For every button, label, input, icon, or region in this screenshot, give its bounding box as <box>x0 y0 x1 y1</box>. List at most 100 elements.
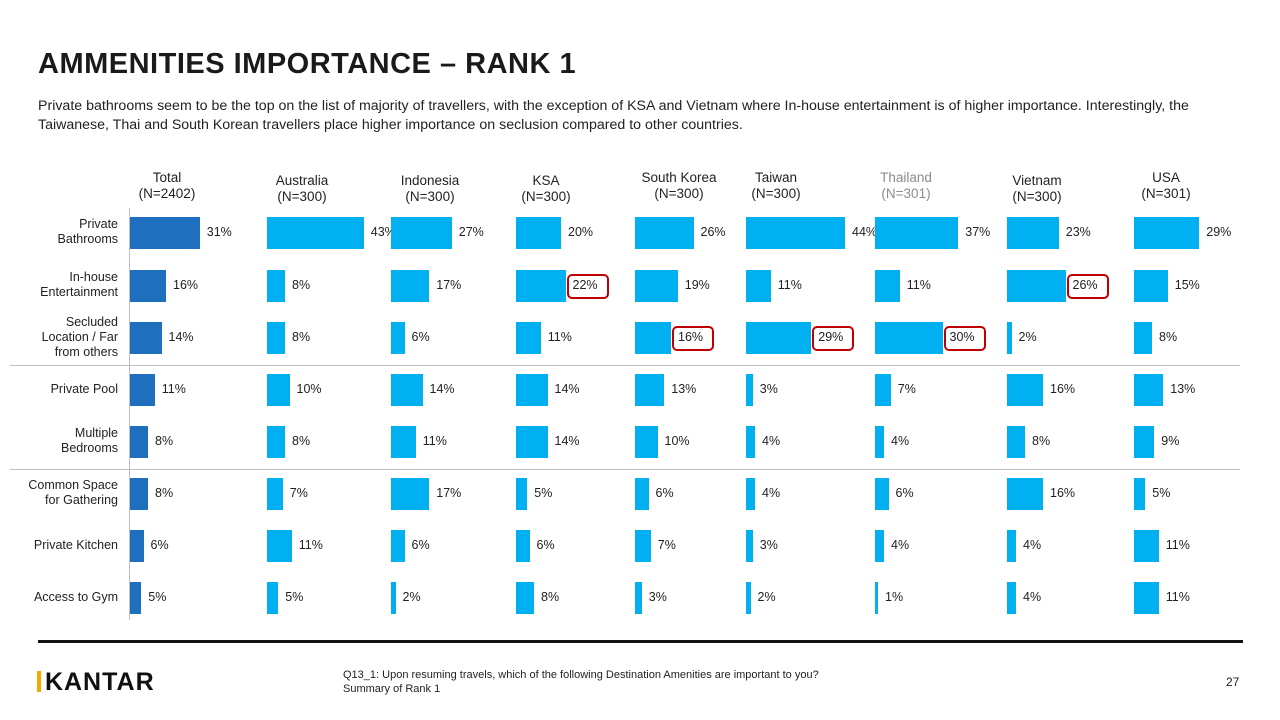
kantar-logo-accent <box>37 671 41 692</box>
data-label: 7% <box>657 538 676 552</box>
footnote-summary: Summary of Rank 1 <box>343 683 441 695</box>
column-header-n: (N=300) <box>277 189 327 204</box>
bar-country <box>267 217 364 249</box>
bar-country <box>516 530 530 562</box>
bar-country <box>1007 530 1016 562</box>
category-label-line: Entertainment <box>40 285 118 299</box>
bar-country <box>267 322 285 354</box>
bar-total <box>130 478 148 510</box>
category-label: In-house Entertainment <box>10 270 118 300</box>
data-label: 2% <box>757 590 776 604</box>
data-label: 8% <box>155 434 174 448</box>
data-label: 22% <box>572 278 598 292</box>
bar-total <box>130 217 200 249</box>
column-header-n: (N=2402) <box>138 186 196 201</box>
data-label: 7% <box>897 382 916 396</box>
data-label: 8% <box>155 486 174 500</box>
bar-country <box>635 426 658 458</box>
bar-country <box>267 270 285 302</box>
column-header-name: Thailand <box>880 170 932 185</box>
bar-country <box>1007 478 1043 510</box>
bar-country <box>746 322 812 354</box>
column-header-name: Taiwan <box>754 170 798 185</box>
bar-country <box>516 582 534 614</box>
data-label: 6% <box>411 538 430 552</box>
data-label: 29% <box>1206 225 1232 239</box>
data-label: 37% <box>965 225 991 239</box>
data-label: 6% <box>536 538 555 552</box>
data-label: 31% <box>206 225 232 239</box>
bar-country <box>516 270 566 302</box>
data-label: 6% <box>150 538 169 552</box>
category-label-line: for Gathering <box>45 493 118 507</box>
bar-country <box>746 530 753 562</box>
column-header: South Korea (N=300) <box>624 170 734 202</box>
bar-country <box>635 582 642 614</box>
data-label: 8% <box>292 434 311 448</box>
column-header-name: Australia <box>275 173 329 188</box>
category-label-line: Private Pool <box>50 381 118 396</box>
category-label: Access to Gym <box>10 590 118 605</box>
bar-country <box>635 374 665 406</box>
bar-country <box>1134 217 1200 249</box>
footer-rule <box>38 640 1243 643</box>
kantar-logo: KANTAR <box>44 668 155 696</box>
data-label: 8% <box>292 330 311 344</box>
category-label-line: from others <box>54 344 118 359</box>
column-header: Indonesia (N=300) <box>375 173 485 205</box>
data-label: 15% <box>1174 278 1200 292</box>
bar-country <box>635 322 671 354</box>
data-label: 4% <box>762 434 781 448</box>
data-label: 3% <box>759 382 778 396</box>
data-label: 16% <box>1050 382 1076 396</box>
column-header-n: (N=301) <box>881 186 931 201</box>
column-header: Vietnam (N=300) <box>982 173 1092 205</box>
data-label: 5% <box>148 590 167 604</box>
bar-country <box>1134 530 1159 562</box>
column-header: Thailand (N=301) <box>851 170 961 202</box>
data-label: 9% <box>1161 434 1180 448</box>
data-label: 43% <box>370 225 396 239</box>
column-header-n: (N=301) <box>1141 186 1191 201</box>
bar-country <box>875 530 884 562</box>
bar-country <box>391 374 423 406</box>
data-label: 17% <box>436 278 462 292</box>
bar-country <box>516 322 541 354</box>
category-label: Private Bathrooms <box>10 217 118 247</box>
bar-country <box>746 270 771 302</box>
bar-country <box>746 582 751 614</box>
data-label: 2% <box>1018 330 1037 344</box>
bar-country <box>635 270 678 302</box>
bar-country <box>267 426 285 458</box>
bar-country <box>746 478 755 510</box>
data-label: 7% <box>289 486 308 500</box>
footnote-question: Q13_1: Upon resuming travels, which of t… <box>343 669 819 681</box>
data-label: 5% <box>534 486 553 500</box>
data-label: 20% <box>568 225 594 239</box>
data-label: 26% <box>1072 278 1098 292</box>
bar-country <box>875 374 891 406</box>
bar-total <box>130 374 155 406</box>
column-header-n: (N=300) <box>405 189 455 204</box>
data-label: 17% <box>436 486 462 500</box>
column-header-name: USA <box>1152 170 1180 185</box>
data-label: 14% <box>554 382 580 396</box>
bar-total <box>130 322 162 354</box>
bar-country <box>267 582 279 614</box>
bar-country <box>746 217 845 249</box>
data-label: 10% <box>664 434 690 448</box>
data-label: 11% <box>1165 538 1190 552</box>
category-label-line: Secluded <box>65 314 118 329</box>
category-label-line: Bedrooms <box>61 441 118 455</box>
bar-country <box>391 582 396 614</box>
page-subtitle: Private bathrooms seem to be the top on … <box>38 98 1189 133</box>
data-label: 27% <box>458 225 484 239</box>
bar-country <box>516 426 548 458</box>
bar-country <box>391 270 430 302</box>
category-label-line: Private Kitchen <box>33 537 118 552</box>
column-header-n: (N=300) <box>521 189 571 204</box>
bar-total <box>130 582 142 614</box>
column-header: Taiwan (N=300) <box>721 170 831 202</box>
data-label: 16% <box>1050 486 1076 500</box>
bar-country <box>1134 478 1146 510</box>
